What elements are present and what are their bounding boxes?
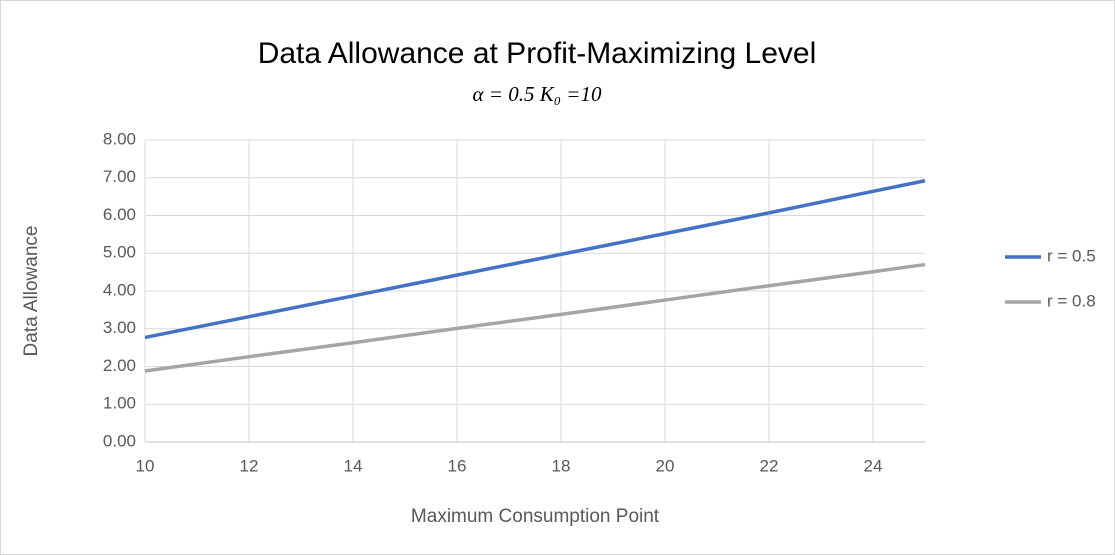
x-tick-label: 18	[552, 456, 571, 475]
y-tick-label: 5.00	[103, 243, 136, 262]
y-tick-label: 4.00	[103, 280, 136, 299]
chart-title: Data Allowance at Profit-Maximizing Leve…	[258, 37, 817, 70]
y-tick-label: 3.00	[103, 318, 136, 337]
y-tick-label: 1.00	[103, 394, 136, 413]
x-tick-label: 24	[864, 456, 883, 475]
series-line	[144, 179, 926, 340]
x-tick-label: 22	[760, 456, 779, 475]
y-tick-label: 7.00	[103, 167, 136, 186]
x-tick-label: 12	[240, 456, 259, 475]
legend-label: r = 0.8	[1047, 291, 1096, 310]
x-tick-label: 20	[656, 456, 675, 475]
y-tick-label: 8.00	[103, 129, 136, 148]
legend-label: r = 0.5	[1047, 246, 1096, 265]
y-axis-label: Data Allowance	[21, 226, 42, 357]
y-tick-label: 0.00	[103, 431, 136, 450]
y-tick-label: 2.00	[103, 356, 136, 375]
x-tick-label: 10	[136, 456, 155, 475]
y-tick-label: 6.00	[103, 205, 136, 224]
x-tick-label: 16	[448, 456, 467, 475]
chart-subtitle: α = 0.5 K₀ =10	[473, 82, 602, 106]
x-tick-label: 14	[344, 456, 363, 475]
x-axis-label: Maximum Consumption Point	[411, 506, 660, 527]
series-line	[144, 262, 926, 373]
